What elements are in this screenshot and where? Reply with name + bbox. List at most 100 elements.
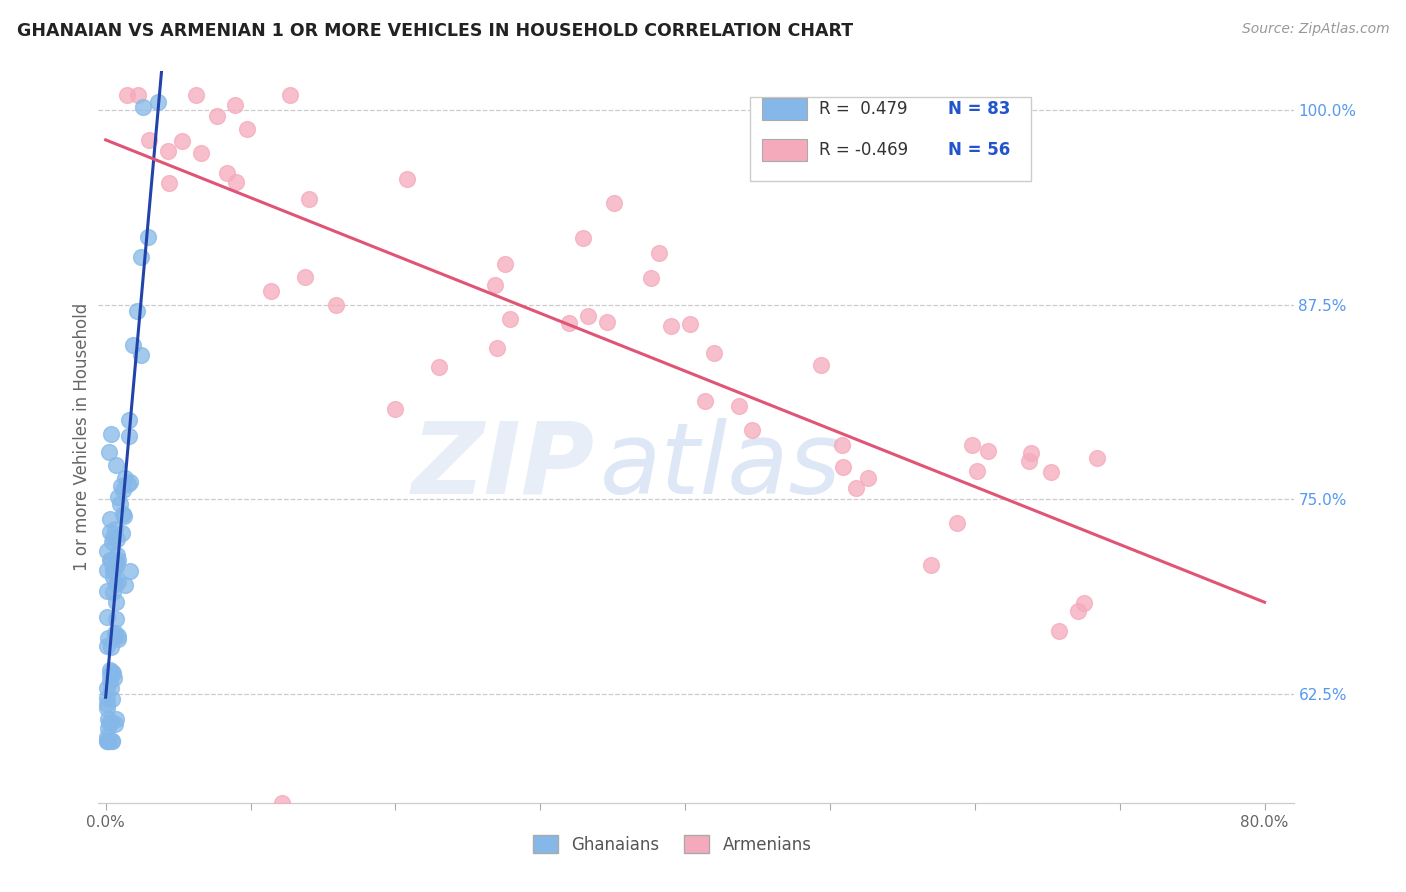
Point — [107, 632, 129, 647]
Point — [235, 122, 257, 136]
Point — [97, 733, 120, 747]
Point — [728, 399, 751, 413]
Point — [703, 346, 725, 360]
Point — [98, 553, 121, 567]
Point — [190, 146, 212, 161]
Point — [100, 640, 122, 654]
Point — [101, 534, 124, 549]
Point — [101, 733, 124, 747]
Point — [98, 668, 121, 682]
Point — [110, 479, 132, 493]
Point — [96, 691, 118, 706]
Point — [259, 284, 281, 298]
FancyBboxPatch shape — [762, 98, 807, 120]
Point — [157, 176, 180, 190]
Point — [136, 229, 159, 244]
Point — [157, 144, 180, 158]
Point — [96, 563, 118, 577]
Point — [96, 681, 118, 695]
Point — [484, 278, 506, 293]
Point — [111, 507, 134, 521]
Point — [1018, 453, 1040, 467]
Point — [104, 716, 127, 731]
Point — [107, 574, 129, 588]
Point — [105, 548, 128, 562]
Point — [127, 304, 149, 318]
Point — [98, 444, 121, 458]
Point — [122, 338, 145, 352]
Point — [104, 458, 127, 473]
Point — [427, 360, 450, 375]
Point — [486, 341, 509, 355]
Point — [1019, 446, 1042, 460]
Point — [111, 483, 134, 497]
Point — [946, 516, 969, 530]
Point — [96, 733, 118, 747]
Point — [131, 348, 153, 362]
Point — [114, 578, 136, 592]
Point — [96, 639, 118, 653]
Text: ZIP: ZIP — [412, 417, 595, 515]
Point — [97, 733, 120, 747]
Point — [571, 231, 593, 245]
Point — [962, 437, 984, 451]
Text: N = 83: N = 83 — [948, 101, 1011, 119]
Point — [1067, 604, 1090, 618]
Point — [127, 87, 149, 102]
Point — [856, 470, 879, 484]
Point — [225, 176, 247, 190]
Point — [810, 358, 832, 372]
Text: R =  0.479: R = 0.479 — [820, 101, 907, 119]
Point — [576, 309, 599, 323]
Point — [115, 87, 138, 102]
Point — [603, 196, 626, 211]
Point — [104, 558, 127, 572]
Point — [98, 512, 121, 526]
Point — [112, 509, 135, 524]
Point — [101, 564, 124, 578]
Point — [100, 553, 122, 567]
Point — [97, 721, 120, 735]
Point — [97, 631, 120, 645]
Point — [395, 171, 418, 186]
Point — [98, 674, 121, 689]
Point — [831, 438, 853, 452]
Point — [679, 318, 702, 332]
Point — [100, 665, 122, 679]
Point — [107, 490, 129, 504]
FancyBboxPatch shape — [749, 97, 1031, 181]
Point — [384, 402, 406, 417]
Point — [96, 544, 118, 558]
Point — [494, 257, 516, 271]
Point — [132, 100, 155, 114]
Point — [831, 459, 853, 474]
Point — [96, 697, 118, 711]
Point — [138, 133, 160, 147]
Point — [104, 612, 127, 626]
Point — [118, 475, 141, 490]
Point — [146, 95, 169, 110]
Text: atlas: atlas — [600, 417, 842, 515]
Point — [845, 481, 868, 495]
Point — [976, 444, 998, 458]
Point — [100, 426, 122, 441]
Text: R = -0.469: R = -0.469 — [820, 141, 908, 159]
Text: N = 56: N = 56 — [948, 141, 1011, 159]
Point — [107, 629, 129, 643]
Point — [110, 497, 132, 511]
Point — [499, 312, 522, 326]
Point — [217, 166, 239, 180]
Point — [105, 577, 128, 591]
Point — [104, 555, 127, 569]
Point — [105, 558, 128, 572]
Point — [96, 701, 118, 715]
Point — [224, 98, 246, 112]
Point — [966, 464, 988, 478]
Point — [278, 87, 301, 102]
Point — [1047, 624, 1070, 638]
Point — [103, 672, 125, 686]
Point — [103, 562, 125, 576]
Point — [294, 270, 316, 285]
Point — [98, 663, 121, 677]
Point — [107, 553, 129, 567]
